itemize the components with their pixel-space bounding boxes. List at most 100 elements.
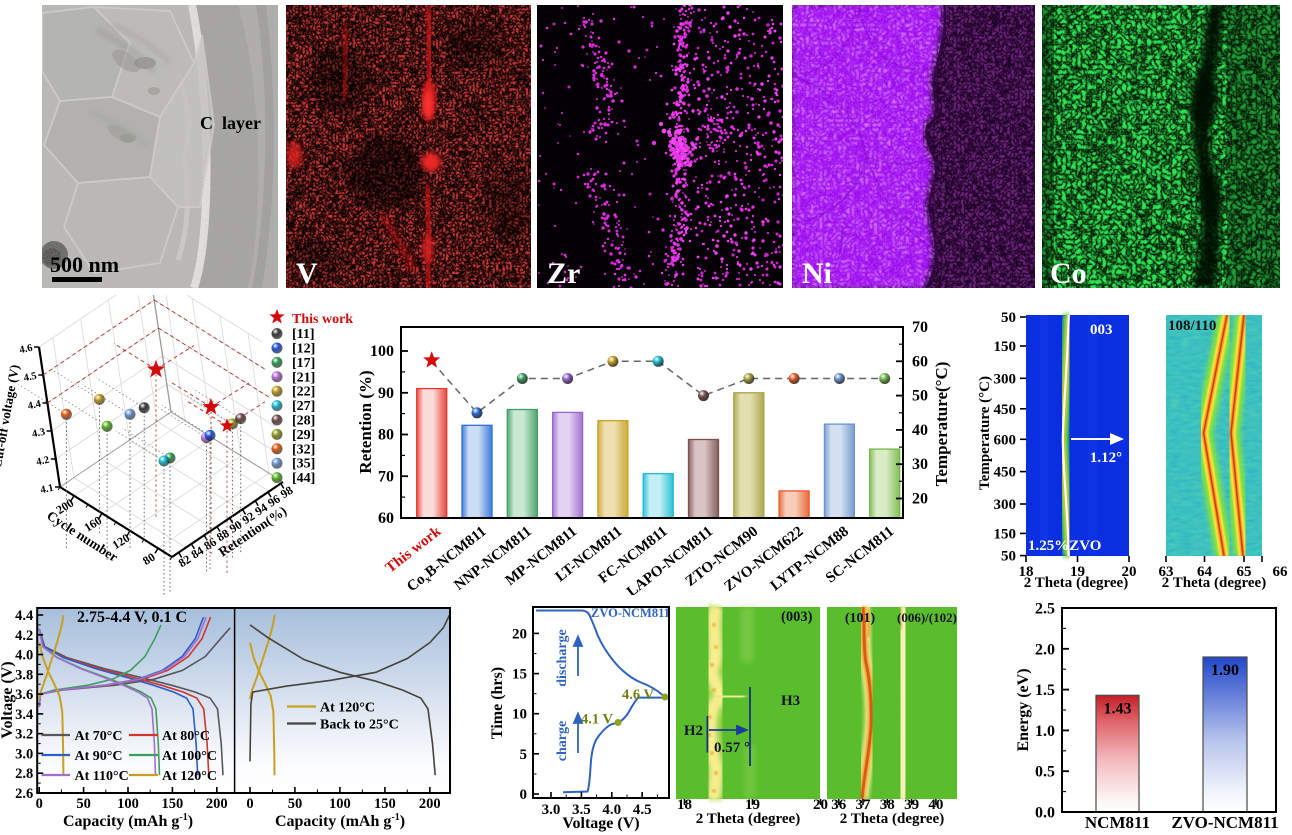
- svg-text:3.8: 3.8: [15, 667, 33, 683]
- svg-text:150: 150: [994, 526, 1017, 542]
- svg-text:18: 18: [677, 797, 692, 813]
- svg-text:3.0: 3.0: [15, 746, 33, 762]
- svg-text:Voltage (V): Voltage (V): [0, 661, 16, 738]
- svg-text:[12]: [12]: [292, 342, 315, 357]
- svg-text:40: 40: [912, 422, 928, 439]
- svg-text:Cycle number: Cycle number: [44, 508, 120, 565]
- svg-text:450: 450: [994, 465, 1017, 481]
- svg-text:discharge: discharge: [555, 629, 570, 687]
- svg-text:At 80°C: At 80°C: [162, 729, 210, 744]
- svg-text:1.90: 1.90: [1211, 662, 1239, 679]
- svg-text:2 Theta (degree): 2 Theta (degree): [1162, 575, 1266, 591]
- svg-text:0.5: 0.5: [1035, 764, 1055, 781]
- svg-text:[28]: [28]: [292, 414, 315, 429]
- svg-text:300: 300: [994, 371, 1017, 387]
- svg-text:[35]: [35]: [292, 457, 315, 472]
- svg-text:0.0: 0.0: [1035, 805, 1055, 822]
- svg-text:4.6 V: 4.6 V: [622, 687, 654, 703]
- svg-text:NCM811: NCM811: [1085, 813, 1150, 832]
- svg-text:[17]: [17]: [292, 356, 315, 371]
- svg-text:600: 600: [994, 432, 1017, 448]
- svg-text:50: 50: [1001, 549, 1016, 565]
- svg-text:3.2: 3.2: [15, 727, 33, 743]
- svg-text:(101): (101): [845, 611, 876, 626]
- svg-text:18: 18: [1019, 564, 1034, 580]
- svg-text:39: 39: [904, 797, 919, 813]
- svg-text:4.5: 4.5: [633, 802, 652, 818]
- svg-text:At 110°C: At 110°C: [75, 769, 129, 784]
- svg-text:At 100°C: At 100°C: [162, 749, 217, 764]
- svg-text:ZVO-NCM811: ZVO-NCM811: [591, 606, 670, 620]
- svg-text:4.1 V: 4.1 V: [581, 712, 613, 728]
- svg-text:ZVO-NCM811: ZVO-NCM811: [1171, 813, 1278, 832]
- svg-text:300: 300: [994, 497, 1017, 513]
- svg-text:1.25%ZVO: 1.25%ZVO: [1028, 538, 1101, 554]
- svg-text:[27]: [27]: [292, 399, 315, 414]
- svg-text:At 120°C: At 120°C: [320, 701, 375, 716]
- svg-text:2.0: 2.0: [1035, 641, 1055, 658]
- svg-text:ZVO-NCM622: ZVO-NCM622: [721, 524, 806, 595]
- svg-text:Ni: Ni: [802, 257, 832, 288]
- svg-text:Capacity (mAh g-1): Capacity (mAh g-1): [275, 812, 405, 830]
- svg-text:50: 50: [1001, 310, 1016, 326]
- svg-text:150: 150: [994, 339, 1017, 355]
- svg-text:4.1: 4.1: [39, 483, 54, 496]
- svg-text:V: V: [296, 257, 318, 288]
- svg-text:C layer: C layer: [200, 113, 261, 133]
- svg-text:65: 65: [1237, 564, 1252, 580]
- svg-text:150: 150: [162, 796, 184, 812]
- svg-text:[11]: [11]: [292, 327, 315, 342]
- svg-text:2.5: 2.5: [1035, 601, 1055, 618]
- svg-text:Back to 25°C: Back to 25°C: [320, 718, 399, 733]
- svg-text:5: 5: [520, 747, 528, 763]
- svg-text:0.57 °: 0.57 °: [714, 740, 750, 756]
- svg-text:Temperature(°C): Temperature(°C): [932, 362, 951, 487]
- svg-text:3.5: 3.5: [572, 802, 591, 818]
- svg-text:NNP-NCM811: NNP-NCM811: [451, 524, 534, 594]
- svg-text:1.0: 1.0: [1035, 723, 1055, 740]
- svg-text:10: 10: [512, 707, 527, 723]
- svg-text:100: 100: [329, 796, 351, 812]
- svg-text:60: 60: [378, 510, 394, 527]
- svg-text:[29]: [29]: [292, 428, 315, 443]
- svg-text:0: 0: [246, 796, 253, 812]
- svg-text:20: 20: [512, 626, 527, 642]
- svg-text:2 Theta (degree): 2 Theta (degree): [696, 811, 800, 827]
- svg-text:19: 19: [1070, 564, 1085, 580]
- svg-text:Cut-off voltage (V): Cut-off voltage (V): [0, 363, 22, 469]
- svg-text:[44]: [44]: [292, 471, 315, 486]
- svg-text:2.75-4.4 V, 0.1 C: 2.75-4.4 V, 0.1 C: [77, 609, 187, 626]
- svg-text:At 90°C: At 90°C: [75, 749, 123, 764]
- svg-text:50: 50: [288, 796, 303, 812]
- svg-text:66: 66: [1273, 564, 1289, 580]
- svg-text:20: 20: [912, 491, 928, 508]
- svg-text:40: 40: [928, 797, 943, 813]
- svg-text:2.8: 2.8: [15, 766, 33, 782]
- svg-text:4.0: 4.0: [15, 648, 33, 664]
- svg-text:0: 0: [520, 787, 528, 803]
- svg-text:[32]: [32]: [292, 442, 315, 457]
- svg-text:1.5: 1.5: [1035, 682, 1055, 699]
- svg-text:37: 37: [856, 797, 872, 813]
- svg-text:100: 100: [117, 796, 139, 812]
- svg-text:charge: charge: [555, 721, 570, 761]
- svg-text:[21]: [21]: [292, 370, 315, 385]
- svg-text:50: 50: [912, 388, 928, 405]
- svg-text:1.12°: 1.12°: [1090, 450, 1122, 466]
- svg-text:H2: H2: [684, 723, 703, 739]
- svg-text:0: 0: [36, 796, 43, 812]
- svg-text:20: 20: [1122, 564, 1137, 580]
- svg-text:Capacity (mAh g-1): Capacity (mAh g-1): [63, 812, 193, 830]
- svg-text:450: 450: [994, 402, 1017, 418]
- svg-text:19: 19: [745, 797, 760, 813]
- svg-text:Retention (%): Retention (%): [358, 370, 375, 473]
- svg-text:15: 15: [512, 667, 527, 683]
- svg-text:150: 150: [374, 796, 396, 812]
- svg-text:(006)/(102): (006)/(102): [897, 610, 957, 625]
- svg-text:003: 003: [1090, 322, 1113, 338]
- svg-text:200: 200: [206, 796, 228, 812]
- svg-text:Co: Co: [1050, 257, 1087, 288]
- svg-text:At 70°C: At 70°C: [75, 729, 123, 744]
- svg-text:36: 36: [831, 797, 847, 813]
- svg-text:63: 63: [1159, 564, 1174, 580]
